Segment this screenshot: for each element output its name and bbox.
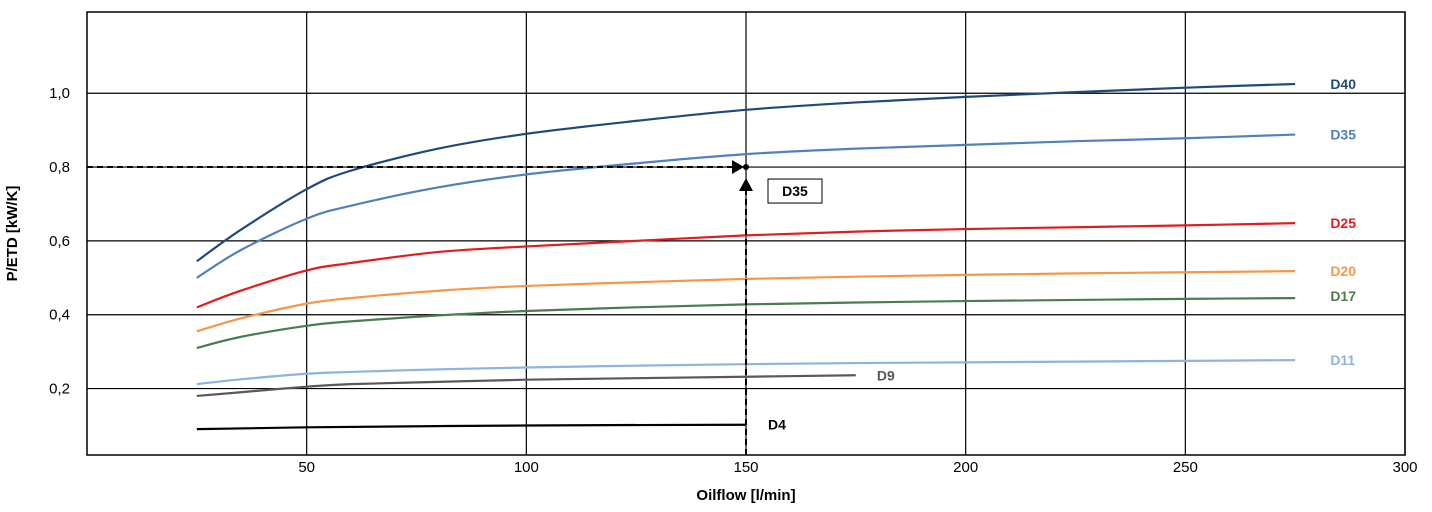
series-label-d35: D35	[1330, 127, 1356, 143]
y-tick-label: 0,6	[49, 233, 70, 250]
intersection-point	[743, 164, 749, 171]
left-arrow-head	[732, 160, 744, 175]
y-tick-label: 1,0	[49, 85, 70, 102]
y-tick-label: 0,4	[49, 307, 70, 324]
series-line-d20	[196, 270, 1296, 333]
series-label-d4: D4	[768, 417, 786, 433]
plot-frame	[86, 11, 1406, 456]
series-label-d20: D20	[1330, 263, 1356, 279]
series-label-d40: D40	[1330, 76, 1356, 92]
series-line-d25	[196, 222, 1296, 309]
x-tick-label: 150	[733, 459, 758, 476]
example-annotation: D35	[87, 160, 823, 455]
x-tick-label: 50	[298, 459, 315, 476]
up-arrow-head	[739, 178, 753, 192]
x-tick-label: 250	[1173, 459, 1198, 476]
series-layer	[196, 82, 1296, 431]
series-line-d9	[196, 374, 856, 398]
x-axis-label: Oilflow [l/min]	[696, 487, 795, 504]
series-line-d35	[196, 133, 1296, 279]
series-label-d25: D25	[1330, 215, 1356, 231]
series-label-d9: D9	[877, 367, 895, 383]
y-axis-ticks: 0,2 0,4 0,6 0,8 1,0	[49, 85, 70, 397]
series-label-d11: D11	[1330, 352, 1355, 368]
annotation-box	[767, 178, 823, 204]
y-tick-label: 0,8	[49, 159, 70, 176]
annotation-label: D35	[782, 183, 808, 199]
x-tick-label: 200	[953, 459, 978, 476]
y-axis-label: P/ETD [kW/K]	[4, 186, 21, 282]
x-axis-ticks: 50 100 150 200 250 300	[298, 459, 1417, 476]
series-line-d40	[196, 82, 1296, 263]
x-tick-label: 100	[514, 459, 539, 476]
series-labels: D40 D35 D25 D20 D17 D11 D9 D4	[768, 76, 1356, 433]
y-tick-label: 0,2	[49, 381, 70, 398]
series-line-d4	[196, 423, 747, 431]
series-line-d11	[196, 359, 1296, 386]
series-line-d17	[196, 297, 1296, 350]
series-label-d17: D17	[1330, 288, 1356, 304]
x-tick-label: 300	[1392, 459, 1417, 476]
